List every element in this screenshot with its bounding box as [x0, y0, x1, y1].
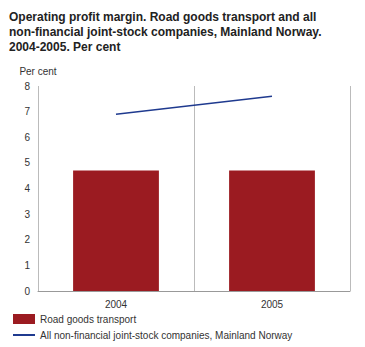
svg-text:2005: 2005	[261, 299, 284, 310]
svg-text:Road goods transport: Road goods transport	[40, 314, 136, 325]
svg-text:4: 4	[24, 183, 30, 194]
svg-text:7: 7	[24, 106, 30, 117]
svg-text:Operating profit margin. Road: Operating profit margin. Road goods tran…	[9, 10, 320, 24]
svg-text:6: 6	[24, 132, 30, 143]
svg-text:8: 8	[24, 81, 30, 92]
svg-text:2004-2005. Per cent: 2004-2005. Per cent	[9, 40, 120, 54]
svg-text:5: 5	[24, 157, 30, 168]
svg-text:non-financial joint-stock comp: non-financial joint-stock companies, Mai…	[9, 25, 325, 39]
svg-text:3: 3	[24, 209, 30, 220]
svg-text:Per cent: Per cent	[19, 66, 56, 77]
svg-text:All non-financial joint-stock: All non-financial joint-stock companies,…	[40, 330, 292, 341]
svg-text:0: 0	[24, 286, 30, 297]
svg-text:2004: 2004	[105, 299, 128, 310]
svg-text:1: 1	[24, 260, 30, 271]
svg-text:2: 2	[24, 234, 30, 245]
